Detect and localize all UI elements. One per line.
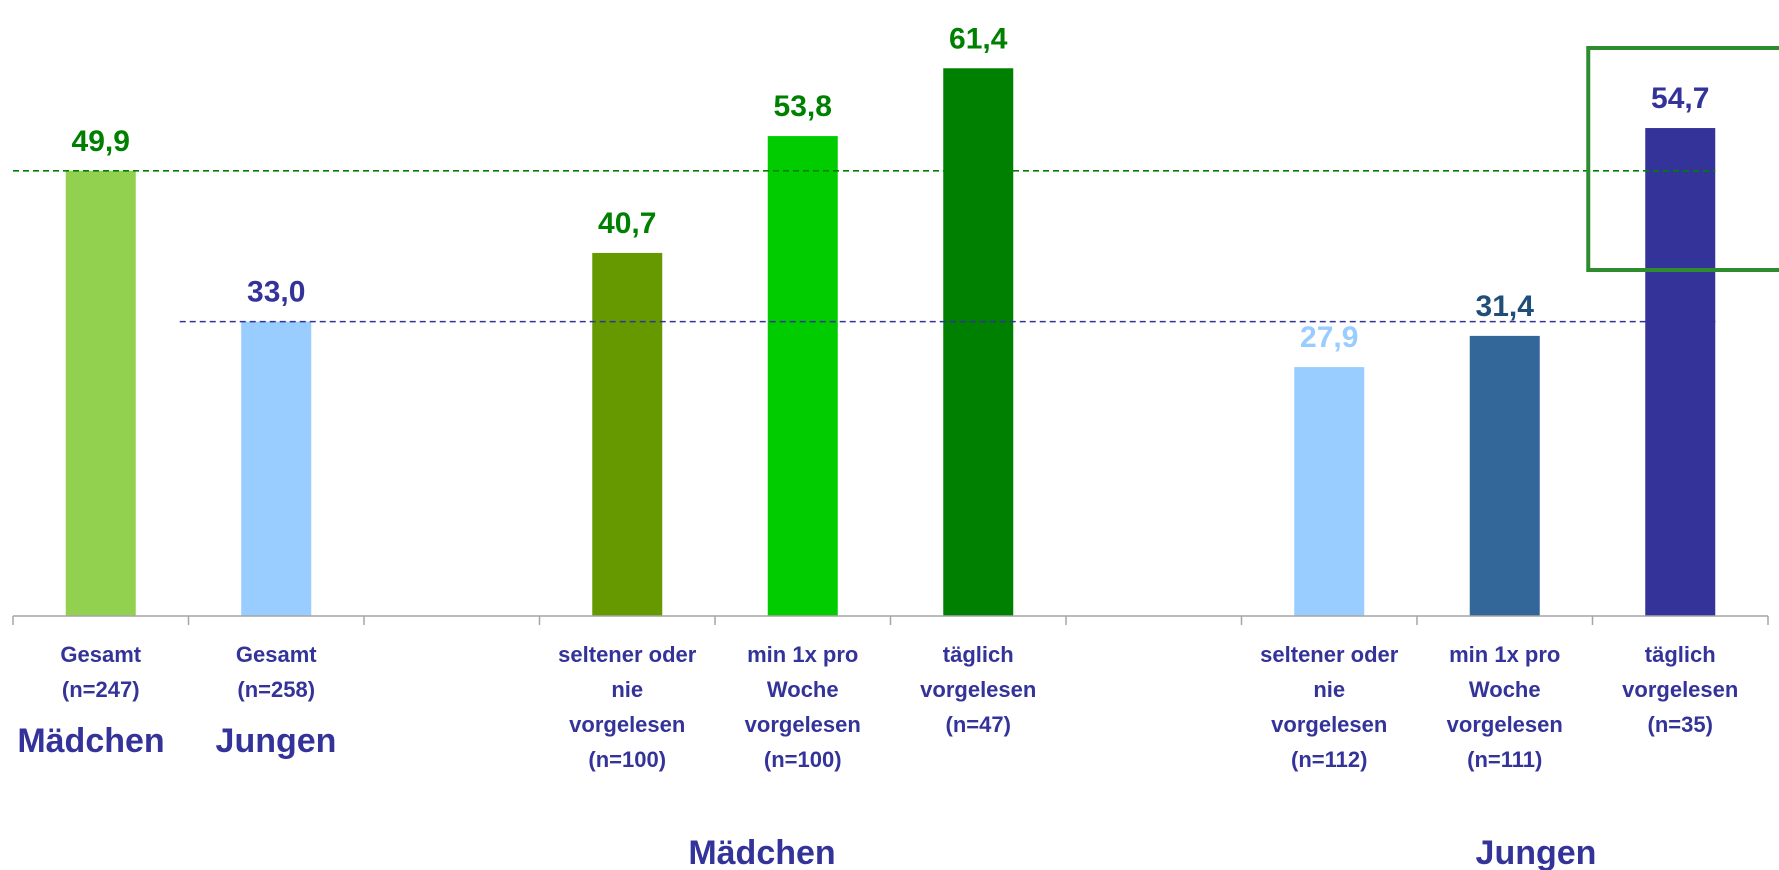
category-label-3-2: vorgelesen bbox=[569, 712, 685, 737]
value-label-3: 40,7 bbox=[598, 207, 656, 240]
bar-3 bbox=[592, 252, 663, 616]
category-label-5-2: (n=47) bbox=[946, 712, 1011, 737]
highlight-box bbox=[1586, 46, 1779, 272]
bar-7 bbox=[1294, 367, 1365, 616]
category-label-3-3: (n=100) bbox=[588, 747, 666, 772]
bar-8 bbox=[1469, 335, 1540, 616]
category-label-0-0: Gesamt bbox=[60, 642, 141, 667]
value-label-4: 53,8 bbox=[774, 90, 832, 123]
category-label-4-0: min 1x pro bbox=[747, 642, 858, 667]
category-label-8-0: min 1x pro bbox=[1449, 642, 1560, 667]
category-label-4-2: vorgelesen bbox=[745, 712, 861, 737]
bar-0 bbox=[65, 170, 136, 616]
category-label-9-1: vorgelesen bbox=[1622, 677, 1738, 702]
value-label-9: 54,7 bbox=[1651, 82, 1709, 115]
category-label-3-1: nie bbox=[611, 677, 643, 702]
value-label-1: 33,0 bbox=[247, 276, 305, 309]
value-label-5: 61,4 bbox=[949, 22, 1008, 55]
sublabel-jungen: Jungen bbox=[216, 722, 337, 760]
category-label-7-1: nie bbox=[1313, 677, 1345, 702]
x-axis bbox=[12, 615, 1769, 625]
labels: 49,9 33,0 40,7 53,8 61,4 27,9 31,4 54,7 Gesamt (n… bbox=[60, 22, 1738, 772]
category-label-3-0: seltener oder bbox=[558, 642, 697, 667]
group-label-jungen: Jungen bbox=[1476, 834, 1597, 870]
category-label-8-1: Woche bbox=[1469, 677, 1541, 702]
category-label-7-2: vorgelesen bbox=[1271, 712, 1387, 737]
category-label-4-1: Woche bbox=[767, 677, 839, 702]
category-label-7-0: seltener oder bbox=[1260, 642, 1399, 667]
category-label-7-3: (n=112) bbox=[1291, 747, 1367, 772]
bar-9 bbox=[1645, 128, 1716, 617]
bar-5 bbox=[943, 68, 1014, 617]
value-label-8: 31,4 bbox=[1476, 290, 1535, 323]
category-label-5-0: täglich bbox=[943, 642, 1014, 667]
value-label-7: 27,9 bbox=[1300, 321, 1358, 354]
category-label-4-3: (n=100) bbox=[764, 747, 842, 772]
category-label-9-2: (n=35) bbox=[1648, 712, 1713, 737]
category-label-1-1: (n=258) bbox=[237, 677, 315, 702]
sublabel-maedchen: Mädchen bbox=[17, 722, 164, 760]
category-label-8-2: vorgelesen bbox=[1447, 712, 1563, 737]
bar-1 bbox=[241, 321, 312, 616]
category-label-9-0: täglich bbox=[1645, 642, 1716, 667]
category-label-5-1: vorgelesen bbox=[920, 677, 1036, 702]
value-label-0: 49,9 bbox=[72, 125, 130, 158]
group-label-maedchen: Mädchen bbox=[688, 834, 835, 870]
category-label-8-3: (n=111) bbox=[1467, 747, 1542, 772]
category-label-1-0: Gesamt bbox=[236, 642, 317, 667]
reference-lines bbox=[13, 46, 1779, 323]
bar-4 bbox=[767, 136, 838, 617]
category-label-0-1: (n=247) bbox=[62, 677, 140, 702]
bars bbox=[65, 68, 1716, 617]
